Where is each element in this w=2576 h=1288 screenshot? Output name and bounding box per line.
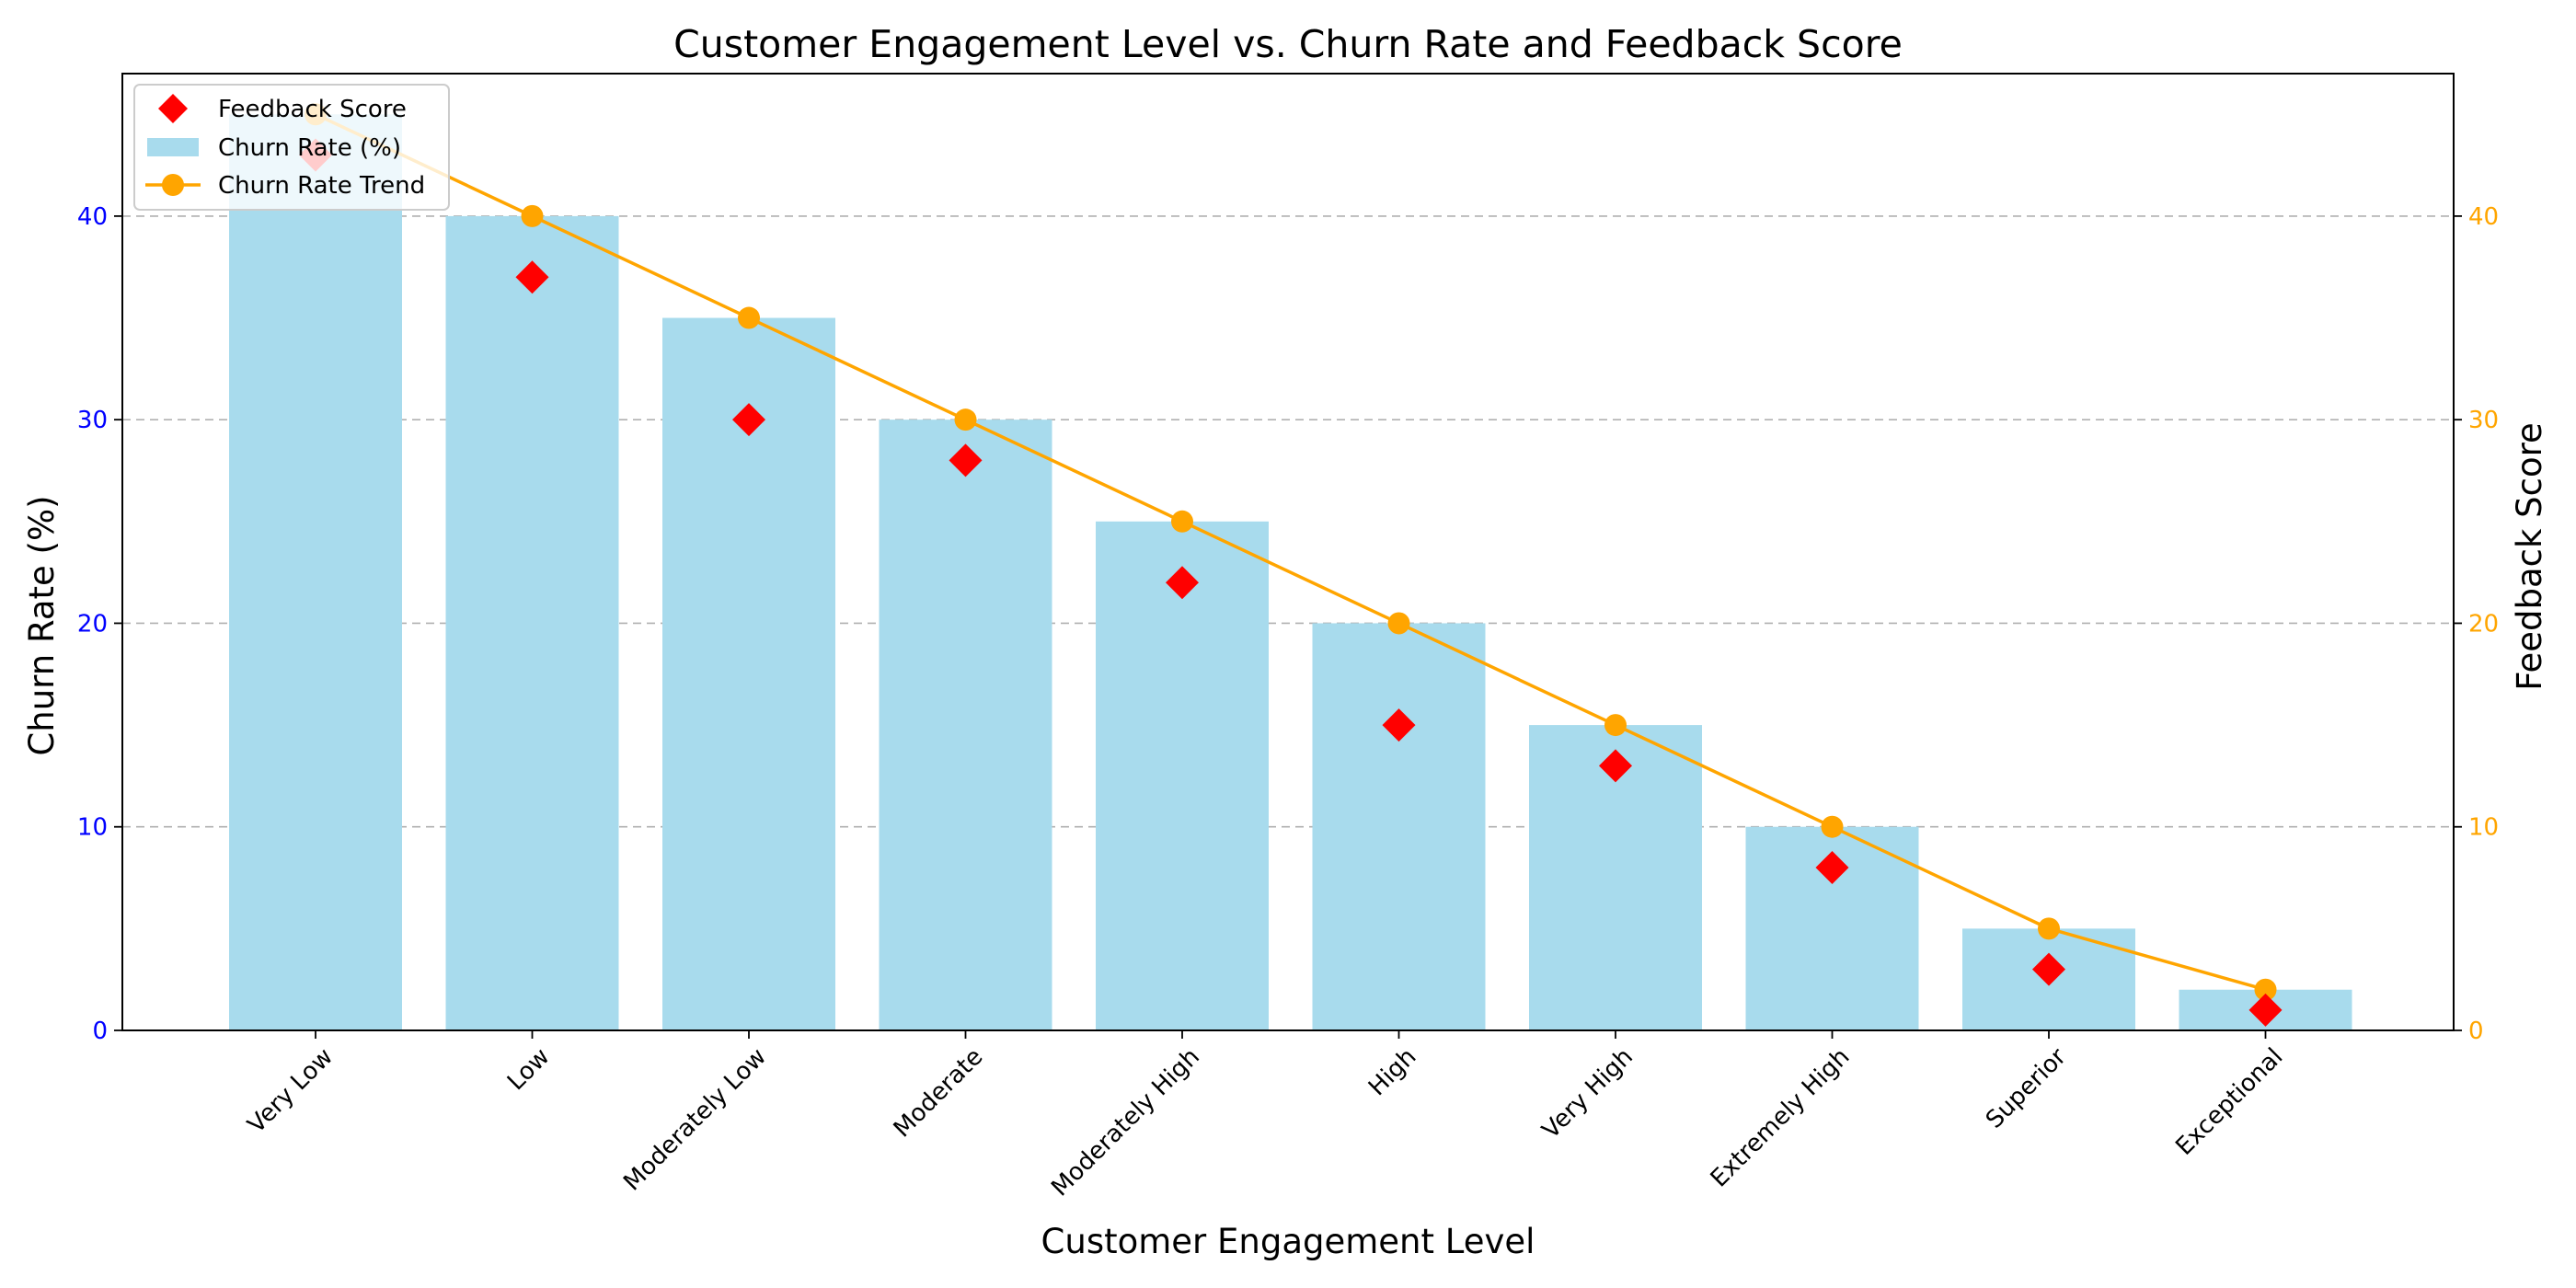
x-tick-label: Moderately Low <box>618 1043 772 1197</box>
bars-layer <box>229 114 2352 1031</box>
trend-point <box>1387 612 1410 635</box>
trend-line-layer <box>305 103 2277 1001</box>
y-tick-label-left: 20 <box>77 610 108 638</box>
y-axis-label-left: Churn Rate (%) <box>22 495 62 755</box>
feedback-point <box>1382 708 1416 742</box>
trend-point <box>954 408 977 431</box>
bar <box>1096 521 1269 1030</box>
legend-label-churn-rate: Churn Rate (%) <box>218 134 401 162</box>
bar <box>229 114 402 1031</box>
legend-item-churn-rate: Churn Rate (%) <box>147 134 401 162</box>
y-axis-label-right: Feedback Score <box>2510 422 2549 691</box>
legend-circle-marker <box>162 174 184 196</box>
feedback-point <box>2248 993 2283 1027</box>
legend: Feedback Score Churn Rate (%) Churn Rate… <box>133 84 450 211</box>
x-tick-label: High <box>1363 1043 1421 1101</box>
bar <box>445 215 619 1030</box>
feedback-point <box>1599 749 1632 783</box>
y-tick-label-left: 10 <box>77 814 108 842</box>
feedback-point <box>2032 952 2065 986</box>
trend-point <box>1821 815 1844 838</box>
trend-point <box>2254 978 2277 1001</box>
plot-frame <box>121 73 2455 1031</box>
axes-layer <box>121 73 2455 1031</box>
legend-bar-swatch <box>147 138 199 156</box>
bar <box>662 317 835 1030</box>
x-tick-label: Superior <box>1981 1043 2072 1134</box>
bar <box>879 420 1052 1030</box>
bar <box>1312 623 1486 1030</box>
y-tick-label-right: 0 <box>2468 1018 2484 1045</box>
legend-item-churn-rate-trend: Churn Rate Trend <box>145 172 425 200</box>
legend-item-feedback-score: Feedback Score <box>158 94 407 123</box>
y-tick-label-left: 40 <box>77 203 108 231</box>
y-tick-label-left: 0 <box>92 1018 108 1045</box>
y-tick-label-right: 30 <box>2468 407 2499 434</box>
x-axis-label: Customer Engagement Level <box>1041 1222 1535 1261</box>
x-tick-label: Extremely High <box>1706 1043 1856 1193</box>
trend-point <box>521 204 544 227</box>
feedback-point <box>949 443 983 477</box>
y-tick-label-right: 10 <box>2468 814 2499 842</box>
feedback-point <box>1166 566 1199 600</box>
x-tick-label: Very High <box>1537 1043 1639 1144</box>
x-tick-label: Low <box>502 1043 555 1096</box>
y-tick-label-right: 40 <box>2468 203 2499 231</box>
legend-label-feedback-score: Feedback Score <box>218 96 407 123</box>
trend-point <box>2038 917 2060 940</box>
trend-point <box>738 306 760 329</box>
y-tick-label-right: 20 <box>2468 610 2499 638</box>
ticks-layer: 0 10 20 30 40 0 10 20 30 40 Very Low Low Moderately … <box>77 203 2499 1202</box>
feedback-point <box>732 403 765 437</box>
x-tick-label: Moderate <box>889 1043 989 1144</box>
trend-line <box>315 112 2266 992</box>
trend-point <box>1604 714 1627 737</box>
legend-box <box>133 84 450 211</box>
y-tick-label-left: 30 <box>77 407 108 434</box>
legend-label-churn-rate-trend: Churn Rate Trend <box>218 172 425 200</box>
feedback-point <box>1815 850 1849 884</box>
feedback-point <box>515 260 549 294</box>
x-tick-label: Moderately High <box>1046 1043 1205 1202</box>
x-tick-label: Very Low <box>243 1043 339 1139</box>
legend-diamond-marker <box>158 94 188 123</box>
x-tick-label: Exceptional <box>2170 1043 2288 1161</box>
chart-title: Customer Engagement Level vs. Churn Rate… <box>673 22 1903 66</box>
trend-point <box>1171 510 1193 533</box>
